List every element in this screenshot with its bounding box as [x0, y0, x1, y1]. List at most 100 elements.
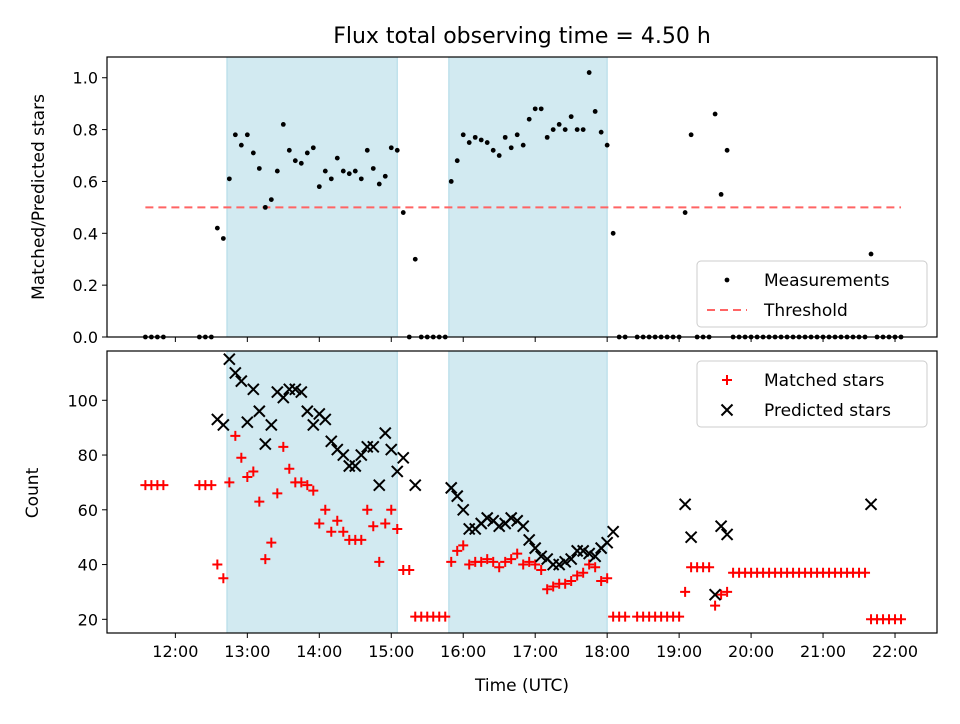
matched-star-point: [542, 584, 553, 595]
matched-star-point: [314, 518, 325, 529]
predicted-star-point: [229, 366, 242, 380]
bottom-panel-frame: [106, 350, 938, 634]
measurement-point: [388, 145, 394, 151]
bottom-panel: 12:00 13:00 14:00 15:00 16:00 17:00 18:00 19:00…: [23, 350, 938, 661]
predicted-star-point: [409, 478, 422, 492]
x-tick-label: 19:00: [656, 642, 702, 661]
measurement-point: [526, 116, 532, 122]
y-tick-label: 0.0: [73, 328, 98, 347]
measurement-point: [592, 109, 598, 114]
legend-marker: [722, 375, 732, 385]
x-tick-label: 13:00: [224, 642, 270, 661]
predicted-star-point: [516, 520, 530, 533]
predicted-star-point: [241, 415, 254, 429]
matched-star-point: [860, 567, 871, 578]
measurement-point: [346, 171, 352, 177]
matched-star-point: [476, 556, 487, 567]
matched-star-point: [518, 559, 529, 570]
y-tick-label: 0.4: [73, 224, 98, 243]
measurement-point: [598, 129, 604, 135]
measurement-point: [460, 132, 466, 138]
matched-star-point: [374, 556, 385, 567]
x-tick-label: 22:00: [872, 642, 918, 661]
predicted-star-point: [277, 391, 290, 404]
measurement-point: [268, 197, 274, 202]
x-tick-label: 16:00: [440, 642, 486, 661]
matched-star-point: [284, 463, 295, 474]
predicted-star-point: [253, 405, 266, 418]
measurement-point: [328, 176, 334, 182]
x-tick-label: 17:00: [512, 642, 558, 661]
matched-star-point: [380, 518, 391, 529]
observing-window-2: [448, 56, 608, 338]
measurement-point: [544, 134, 550, 140]
measurement-point: [478, 137, 484, 143]
measurement-point: [562, 127, 568, 132]
predicted-star-point: [301, 405, 314, 418]
matched-star-point: [548, 581, 559, 592]
measurement-point: [514, 132, 520, 138]
legend-box: [696, 260, 928, 328]
matched-star-point: [512, 548, 523, 559]
measurement-point: [568, 114, 574, 120]
measurement-point: [496, 153, 502, 158]
measurement-point: [250, 150, 256, 156]
matched-star-point: [392, 523, 403, 534]
matched-star-point: [566, 575, 577, 586]
predicted-star-point: [247, 383, 260, 396]
matched-star-point: [896, 614, 907, 625]
predicted-star-point: [391, 465, 404, 478]
matched-star-point: [488, 556, 499, 567]
legend-marker: [724, 277, 730, 283]
matched-star-point: [218, 573, 229, 584]
y-tick-label: 60: [78, 501, 98, 520]
y-tick-label: 1.0: [73, 69, 98, 88]
matched-star-point: [278, 441, 289, 452]
measurement-point: [286, 147, 292, 153]
measurement-point: [256, 166, 262, 171]
predicted-star-point: [319, 413, 332, 426]
measurement-point: [550, 127, 556, 132]
measurement-point: [520, 142, 526, 148]
x-tick-label: 15:00: [368, 642, 414, 661]
matched-star-point: [620, 611, 631, 622]
top-panel: 0.00.20.40.60.81.0MeasurementsThreshold …: [29, 56, 938, 347]
predicted-star-point: [385, 443, 398, 456]
matched-star-point: [260, 554, 271, 565]
legend-box: [696, 360, 928, 428]
chart-title: Flux total observing time = 4.50 h: [333, 24, 711, 49]
matched-star-point: [242, 471, 253, 482]
measurement-point: [334, 155, 340, 161]
matched-star-point: [674, 611, 685, 622]
y-tick-label: 20: [78, 610, 98, 629]
matched-star-point: [254, 496, 265, 507]
measurement-point: [724, 147, 730, 153]
predicted-star-point: [564, 552, 578, 566]
x-tick-label: 18:00: [584, 642, 630, 661]
matched-star-point: [236, 452, 247, 463]
measurement-point: [532, 106, 538, 112]
matched-star-point: [404, 565, 415, 576]
y-tick-label: 0.8: [73, 121, 98, 140]
measurement-point: [370, 166, 376, 171]
matched-star-point: [224, 477, 235, 488]
measurement-point: [448, 179, 454, 184]
measurement-point: [244, 132, 250, 138]
predicted-star-point: [259, 437, 272, 451]
measurement-point: [412, 256, 418, 262]
measurement-point: [376, 181, 382, 187]
measurement-point: [556, 122, 562, 127]
predicted-star-point: [522, 533, 536, 547]
predicted-star-point: [235, 374, 248, 388]
matched-star-point: [458, 540, 469, 551]
measurement-point: [274, 168, 280, 174]
matched-star-point: [590, 562, 601, 573]
predicted-star-point: [600, 536, 614, 549]
predicted-star-point: [588, 550, 602, 563]
matched-star-point: [446, 556, 457, 567]
matched-star-point: [206, 480, 217, 491]
measurement-point: [304, 150, 310, 156]
predicted-star-point: [337, 448, 350, 462]
legend-marker: [720, 403, 734, 417]
predicted-star-point: [217, 418, 230, 432]
